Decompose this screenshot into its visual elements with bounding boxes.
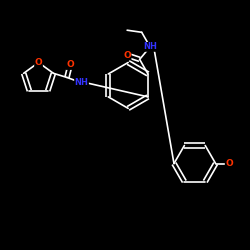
Text: NH: NH	[143, 42, 157, 51]
Text: NH: NH	[74, 78, 88, 87]
Text: O: O	[66, 60, 74, 70]
Text: O: O	[123, 51, 131, 60]
Text: O: O	[225, 159, 233, 168]
Text: O: O	[35, 58, 42, 67]
